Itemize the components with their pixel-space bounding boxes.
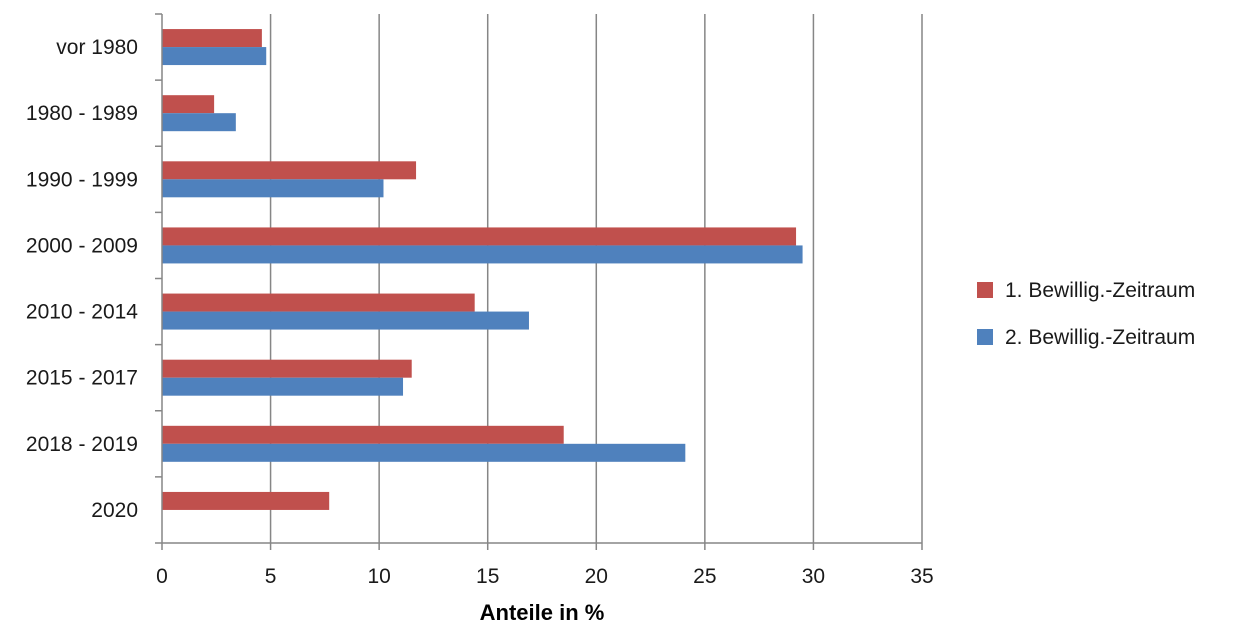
axes	[161, 14, 922, 544]
category-label: 1980 - 1989	[26, 102, 138, 125]
category-label: 1990 - 1999	[26, 168, 138, 191]
bar-1-0	[162, 29, 262, 48]
bar-2-5	[162, 377, 404, 396]
bar-2-0	[162, 47, 267, 66]
bar-2-3	[162, 245, 803, 264]
x-axis-title: Anteile in %	[480, 600, 605, 624]
bar-1-1	[162, 95, 215, 114]
gridlines	[155, 13, 923, 550]
legend-label-2: 2. Bewillig.-Zeitraum	[1005, 326, 1195, 349]
legend-label-1: 1. Bewillig.-Zeitraum	[1005, 279, 1195, 302]
x-tick-label: 20	[585, 565, 608, 588]
category-label: 2000 - 2009	[26, 234, 138, 257]
bar-1-6	[162, 425, 564, 444]
x-tick-label: 30	[802, 565, 825, 588]
x-tick-label: 25	[693, 565, 716, 588]
x-tick-label: 35	[910, 565, 933, 588]
bar-2-6	[162, 443, 686, 462]
bar-2-4	[162, 311, 529, 330]
bar-1-3	[162, 227, 797, 246]
x-tick-labels: 0 5 10 15 20 25 30 35	[156, 565, 934, 588]
x-tick-label: 5	[265, 565, 277, 588]
category-labels: vor 1980 1980 - 1989 1990 - 1999 2000 - 200…	[26, 36, 138, 522]
legend: 1. Bewillig.-Zeitraum 2. Bewillig.-Zeitra…	[977, 279, 1195, 349]
category-label: 2015 - 2017	[26, 367, 138, 390]
legend-swatch-2	[977, 329, 993, 345]
category-label: vor 1980	[56, 36, 138, 59]
category-label: 2018 - 2019	[26, 433, 138, 456]
legend-swatch-1	[977, 282, 993, 298]
x-tick-label: 0	[156, 565, 168, 588]
bar-2-1	[162, 113, 236, 132]
category-label: 2020	[91, 499, 138, 522]
x-tick-label: 10	[367, 565, 390, 588]
bar-1-4	[162, 293, 475, 312]
x-tick-label: 15	[476, 565, 499, 588]
bars	[162, 29, 803, 510]
bar-1-2	[162, 161, 417, 180]
bar-2-2	[162, 179, 384, 198]
category-label: 2010 - 2014	[26, 301, 138, 324]
bar-1-5	[162, 359, 412, 378]
bar-1-7	[162, 491, 330, 510]
